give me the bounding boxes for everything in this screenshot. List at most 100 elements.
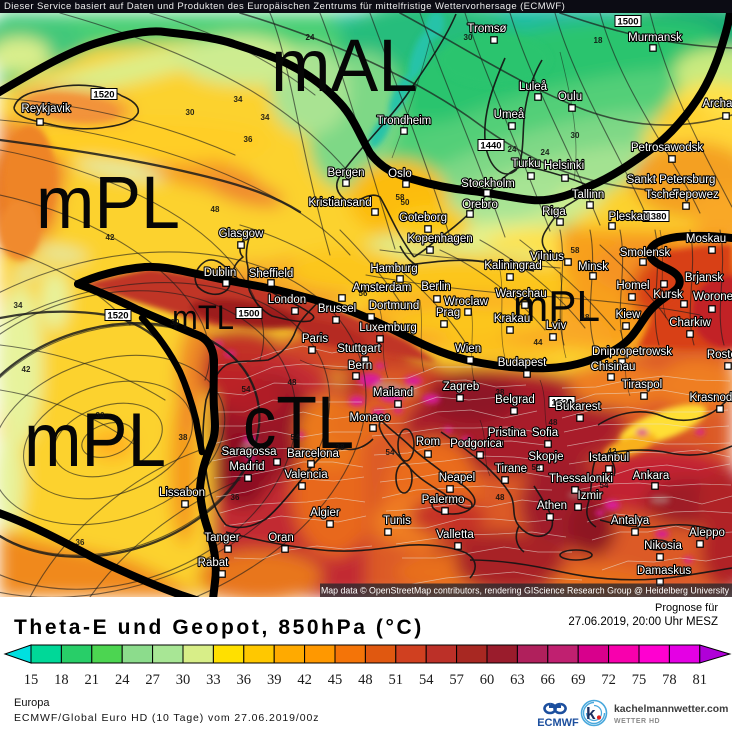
svg-text:Helsinki: Helsinki [544,160,584,172]
svg-text:27.06.2019, 20:00 Uhr MESZ: 27.06.2019, 20:00 Uhr MESZ [568,616,718,628]
svg-text:Barcelona: Barcelona [287,448,339,460]
svg-text:London: London [268,294,306,306]
svg-text:Monaco: Monaco [350,412,391,424]
svg-text:27: 27 [145,672,160,688]
svg-text:Goteborg: Goteborg [399,212,447,224]
svg-text:Rostow: Rostow [707,349,732,361]
svg-text:54: 54 [291,433,300,442]
svg-text:Luxemburg: Luxemburg [359,322,417,334]
svg-text:57: 57 [449,672,464,688]
svg-text:60: 60 [480,672,495,688]
svg-text:Amsterdam: Amsterdam [353,282,412,294]
svg-text:Krasnodar: Krasnodar [689,392,732,404]
svg-text:Istanbul: Istanbul [589,452,629,464]
svg-text:Bukarest: Bukarest [555,401,601,413]
svg-text:Stockholm: Stockholm [461,178,515,190]
svg-text:38: 38 [496,388,505,397]
svg-text:Glasgow: Glasgow [219,228,264,240]
svg-text:24: 24 [306,33,315,42]
svg-text:36: 36 [237,672,252,688]
svg-text:48: 48 [581,313,590,322]
svg-text:Damaskus: Damaskus [637,565,692,577]
svg-text:Reykjavik: Reykjavik [21,103,70,115]
svg-text:Kursk: Kursk [653,289,683,301]
svg-text:48: 48 [288,378,297,387]
svg-text:56: 56 [359,289,368,298]
svg-text:Riga: Riga [542,206,566,218]
svg-text:Paris: Paris [302,333,328,345]
svg-text:51: 51 [389,672,404,688]
svg-text:Brussel: Brussel [318,303,356,315]
svg-text:36: 36 [76,538,85,547]
svg-text:1500: 1500 [617,17,638,28]
svg-text:Algier: Algier [310,507,340,519]
svg-text:34: 34 [234,95,243,104]
svg-text:mAL: mAL [271,24,418,107]
svg-text:54: 54 [532,463,541,472]
svg-text:Budapest: Budapest [498,357,547,369]
svg-text:Antalya: Antalya [611,515,650,527]
svg-text:Tscherepowez: Tscherepowez [645,189,719,201]
svg-text:Sankt Petersburg: Sankt Petersburg [627,174,716,186]
svg-text:1440: 1440 [480,141,501,152]
svg-text:58: 58 [571,246,580,255]
svg-text:Thessaloniki: Thessaloniki [549,473,613,485]
svg-text:50: 50 [401,198,410,207]
svg-text:Kaliningrad: Kaliningrad [484,260,542,272]
svg-text:63: 63 [510,672,525,688]
svg-text:Map data © OpenStreetMap contr: Map data © OpenStreetMap contributors, r… [321,586,730,596]
svg-text:34: 34 [14,301,23,310]
svg-text:30: 30 [186,108,195,117]
svg-text:Charkiw: Charkiw [669,317,711,329]
svg-text:Tirane: Tirane [495,463,527,475]
svg-text:Tromsø: Tromsø [467,23,506,35]
svg-text:18: 18 [594,36,603,45]
svg-text:54: 54 [242,385,251,394]
svg-text:mPL: mPL [24,398,166,483]
svg-text:58: 58 [396,193,405,202]
svg-text:1380: 1380 [645,212,666,223]
svg-text:33: 33 [206,672,221,688]
svg-text:42: 42 [297,672,312,688]
svg-text:78: 78 [662,672,677,688]
svg-text:Tunis: Tunis [383,515,411,527]
svg-text:mPL: mPL [36,161,180,244]
svg-text:Archangelsk: Archangelsk [702,98,732,110]
svg-text:1520: 1520 [107,311,128,322]
svg-text:Smolensk: Smolensk [620,247,671,259]
svg-text:42: 42 [608,447,617,456]
svg-text:48: 48 [358,672,373,688]
svg-text:Pleskau: Pleskau [609,211,650,223]
svg-text:15: 15 [24,672,39,688]
svg-text:69: 69 [571,672,586,688]
svg-text:Prognose für: Prognose für [655,602,718,614]
svg-text:Warschau: Warschau [495,288,546,300]
svg-text:Kiew: Kiew [616,309,642,321]
svg-text:38: 38 [336,443,345,452]
svg-text:30: 30 [171,318,180,327]
svg-text:Trondheim: Trondheim [377,115,432,127]
svg-text:66: 66 [541,672,556,688]
svg-text:Podgorica: Podgorica [450,438,502,450]
svg-text:Sofia: Sofia [532,427,559,439]
svg-text:36: 36 [231,493,240,502]
svg-text:Sheffield: Sheffield [249,268,294,280]
svg-text:54: 54 [419,672,434,688]
svg-text:24: 24 [508,145,517,154]
svg-text:Saragossa: Saragossa [222,446,278,458]
svg-text:48: 48 [496,493,505,502]
svg-text:1520: 1520 [551,398,572,409]
svg-text:Brjansk: Brjansk [685,272,724,284]
svg-text:1500: 1500 [238,309,259,320]
svg-text:Oran: Oran [268,532,294,544]
svg-text:Murmansk: Murmansk [628,32,682,44]
svg-text:Homel: Homel [616,280,649,292]
svg-text:Bern: Bern [348,360,372,372]
svg-text:Oulu: Oulu [558,91,582,103]
svg-text:81: 81 [693,672,708,688]
svg-text:Neapel: Neapel [439,472,475,484]
svg-text:24: 24 [115,672,130,688]
svg-text:36: 36 [244,135,253,144]
svg-text:Rom: Rom [416,436,440,448]
svg-text:Prag: Prag [436,307,460,319]
